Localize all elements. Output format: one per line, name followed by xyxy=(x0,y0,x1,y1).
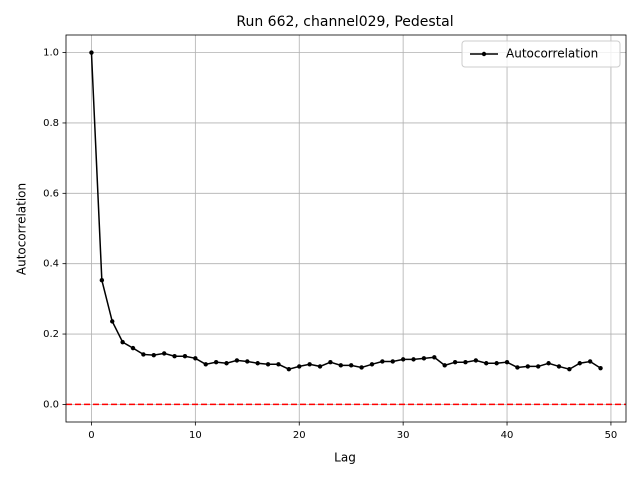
data-point xyxy=(567,367,572,372)
data-point xyxy=(536,364,541,369)
x-tick-label: 30 xyxy=(397,430,410,441)
data-point xyxy=(203,362,208,367)
data-point xyxy=(359,365,364,370)
data-point xyxy=(421,356,427,361)
legend-box xyxy=(461,40,621,68)
plot-frame xyxy=(65,34,627,423)
data-point xyxy=(411,357,416,362)
y-tick-label: 0.6 xyxy=(43,188,59,199)
legend: Autocorrelation xyxy=(461,40,621,68)
data-point xyxy=(255,361,260,366)
data-point xyxy=(432,355,437,360)
data-point xyxy=(224,361,229,366)
data-point xyxy=(380,359,385,364)
data-point xyxy=(556,364,562,369)
y-tick-label: 0.4 xyxy=(43,259,59,270)
data-point xyxy=(99,278,105,283)
data-point xyxy=(213,359,219,365)
y-tick-label: 0.0 xyxy=(43,399,59,410)
y-tick-label: 1.0 xyxy=(43,48,59,59)
data-point xyxy=(89,50,94,55)
data-point xyxy=(598,365,603,371)
data-point xyxy=(463,359,468,365)
x-tick-label: 40 xyxy=(501,430,514,441)
data-point xyxy=(577,361,582,366)
data-point xyxy=(442,363,447,368)
data-point xyxy=(245,359,250,364)
data-point xyxy=(546,361,551,366)
chart-title: Run 662, channel029, Pedestal xyxy=(236,14,453,30)
data-point xyxy=(276,362,281,367)
data-point xyxy=(484,361,489,366)
data-point xyxy=(494,361,499,366)
data-point xyxy=(348,363,354,368)
x-tick-label: 50 xyxy=(605,430,618,441)
legend-label: Autocorrelation xyxy=(506,47,598,61)
data-point xyxy=(161,351,167,356)
data-point xyxy=(525,364,531,369)
data-point xyxy=(193,356,198,361)
x-tick-label: 0 xyxy=(88,430,94,441)
data-point xyxy=(120,339,125,345)
data-point xyxy=(328,359,333,365)
data-point xyxy=(265,362,271,367)
data-point xyxy=(172,354,177,359)
data-point xyxy=(182,354,188,359)
data-point xyxy=(317,364,323,369)
y-tick-label: 0.2 xyxy=(43,329,59,340)
data-point xyxy=(473,358,479,363)
data-point xyxy=(515,365,520,370)
data-point xyxy=(338,363,344,368)
data-point xyxy=(234,358,240,363)
y-axis-label: Autocorrelation xyxy=(15,183,29,275)
data-point xyxy=(307,362,312,367)
data-point xyxy=(400,357,406,362)
data-point xyxy=(110,319,115,324)
data-point xyxy=(151,352,156,358)
legend-marker xyxy=(481,51,487,57)
data-point xyxy=(504,359,510,365)
data-point xyxy=(297,364,302,369)
data-point xyxy=(286,367,292,372)
x-axis-label: Lag xyxy=(334,451,356,465)
x-tick-label: 10 xyxy=(189,430,202,441)
data-point xyxy=(141,352,146,357)
y-tick-label: 0.8 xyxy=(43,118,59,129)
data-point xyxy=(587,359,593,364)
data-point xyxy=(369,362,375,367)
data-point xyxy=(390,359,395,364)
x-tick-label: 20 xyxy=(293,430,306,441)
data-point xyxy=(452,359,458,365)
data-point xyxy=(130,345,136,351)
